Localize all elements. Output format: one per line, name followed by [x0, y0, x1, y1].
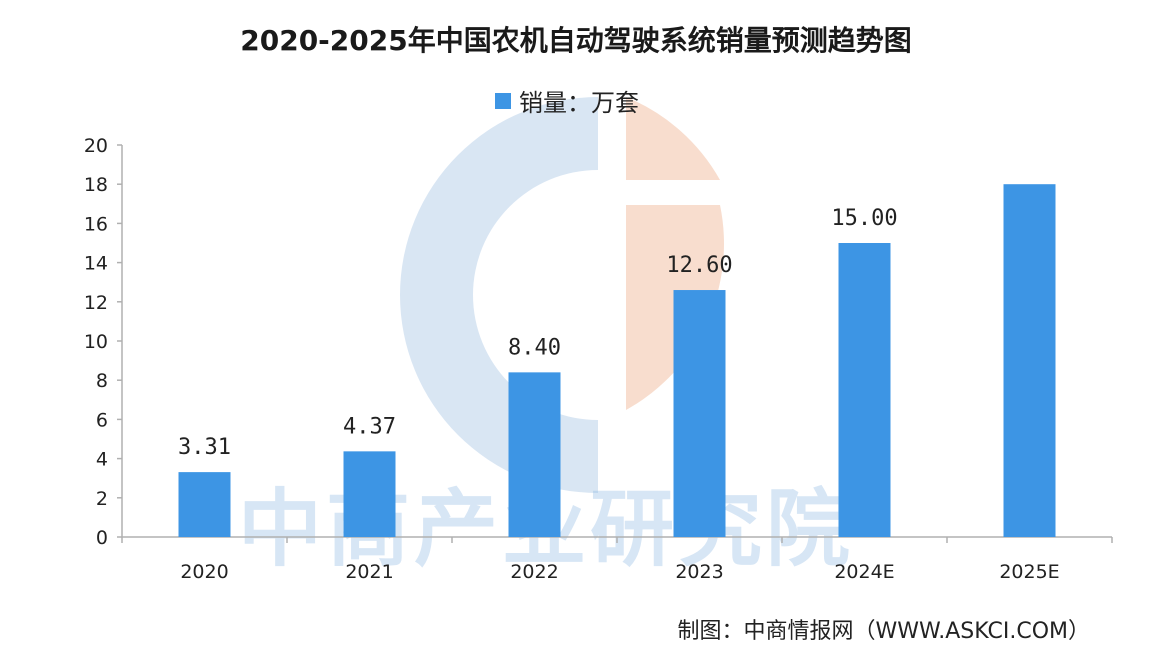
y-tick-label: 16 — [84, 213, 108, 235]
bar-2025E — [1003, 184, 1056, 537]
x-tick-label: 2024E — [834, 561, 894, 583]
bar-2024E — [838, 243, 891, 537]
watermark-logo-orange-arc — [626, 97, 720, 180]
y-tick-label: 4 — [96, 449, 108, 471]
x-tick-label: 2020 — [180, 561, 228, 583]
x-axis-ticks: 2020 2021 2022 2023 2024E 2025E — [121, 537, 1113, 583]
watermark-logo-blue-arc — [400, 97, 598, 493]
data-label-2024E: 15.00 — [831, 206, 897, 231]
bar-2022 — [508, 372, 561, 537]
x-tick-label: 2022 — [510, 561, 558, 583]
x-tick-label: 2021 — [345, 561, 393, 583]
x-tick-label: 2023 — [675, 561, 723, 583]
y-tick-label: 20 — [84, 135, 108, 157]
data-labels: 3.31 4.37 8.40 12.60 15.00 — [178, 206, 898, 460]
bars — [178, 184, 1056, 537]
x-tick-label: 2025E — [999, 561, 1059, 583]
bar-2023 — [673, 290, 726, 537]
y-tick-label: 2 — [96, 488, 108, 510]
bar-2020 — [178, 472, 231, 537]
legend-swatch — [495, 93, 511, 109]
data-label-2022: 8.40 — [508, 335, 561, 360]
data-label-2023: 12.60 — [666, 253, 732, 278]
bar-2021 — [343, 451, 396, 537]
y-tick-label: 6 — [96, 409, 108, 431]
y-tick-label: 0 — [96, 527, 108, 549]
y-tick-label: 14 — [84, 253, 108, 275]
y-tick-label: 18 — [84, 174, 108, 196]
data-label-2020: 3.31 — [178, 435, 231, 460]
legend-label: 销量：万套 — [519, 89, 639, 117]
data-label-2021: 4.37 — [343, 414, 396, 439]
y-tick-label: 10 — [84, 331, 108, 353]
source-note: 制图：中商情报网（WWW.ASKCI.COM） — [678, 619, 1090, 644]
legend: 销量：万套 — [495, 89, 639, 117]
y-tick-label: 12 — [84, 292, 108, 314]
y-axis-ticks: 0 2 4 6 8 10 12 14 16 18 20 — [84, 135, 122, 549]
y-tick-label: 8 — [96, 370, 108, 392]
chart-title: 2020-2025年中国农机自动驾驶系统销量预测趋势图 — [240, 24, 911, 57]
